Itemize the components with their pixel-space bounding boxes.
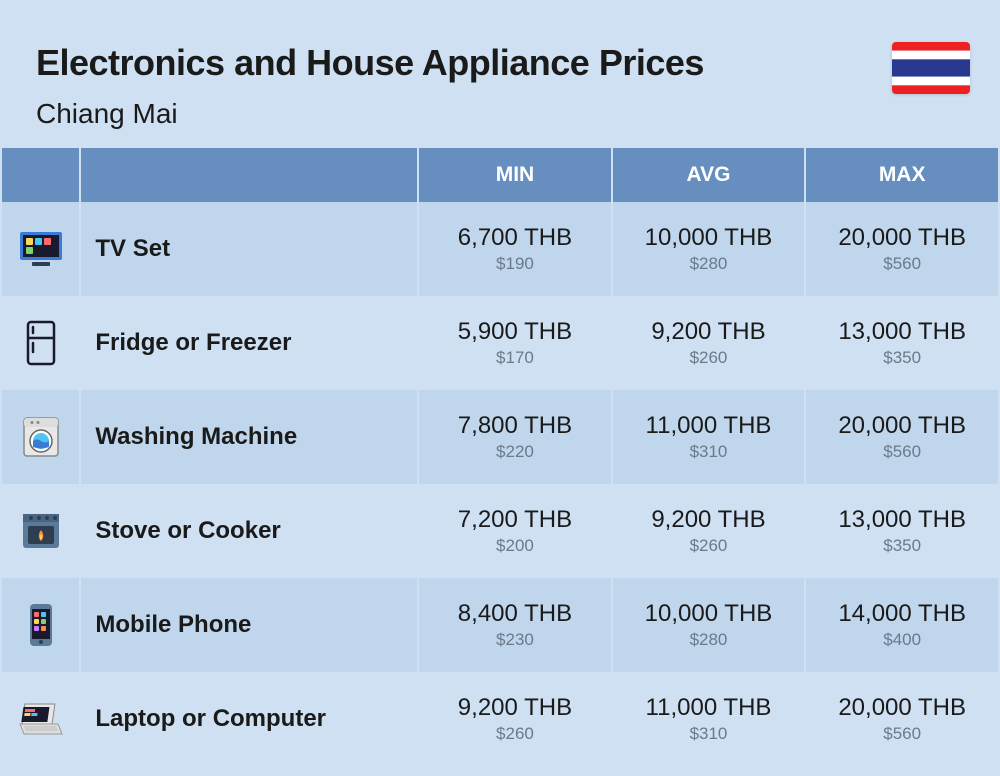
item-label: Mobile Phone: [81, 578, 417, 672]
item-label: Washing Machine: [81, 390, 417, 484]
header-min: MIN: [419, 148, 610, 202]
stove-icon: [2, 484, 79, 578]
table-header-row: MIN AVG MAX: [2, 148, 998, 202]
avg-price: 11,000 THB$310: [613, 672, 805, 766]
max-price: 13,000 THB$350: [806, 484, 998, 578]
tv-icon: [2, 202, 79, 296]
header-avg: AVG: [613, 148, 805, 202]
min-price: 6,700 THB$190: [419, 202, 610, 296]
item-label: Fridge or Freezer: [81, 296, 417, 390]
page-subtitle: Chiang Mai: [36, 98, 964, 130]
max-price: 20,000 THB$560: [806, 390, 998, 484]
max-price: 20,000 THB$560: [806, 672, 998, 766]
table-row: Stove or Cooker7,200 THB$2009,200 THB$26…: [2, 484, 998, 578]
page-header: Electronics and House Appliance Prices C…: [0, 0, 1000, 148]
item-label: Laptop or Computer: [81, 672, 417, 766]
min-price: 7,800 THB$220: [419, 390, 610, 484]
header-icon-col: [2, 148, 79, 202]
price-table: MIN AVG MAX TV Set6,700 THB$19010,000 TH…: [0, 148, 1000, 766]
thailand-flag-icon: [892, 42, 970, 94]
washer-icon: [2, 390, 79, 484]
avg-price: 11,000 THB$310: [613, 390, 805, 484]
header-max: MAX: [806, 148, 998, 202]
item-label: Stove or Cooker: [81, 484, 417, 578]
table-row: Mobile Phone8,400 THB$23010,000 THB$2801…: [2, 578, 998, 672]
page-title: Electronics and House Appliance Prices: [36, 42, 964, 84]
table-row: Fridge or Freezer5,900 THB$1709,200 THB$…: [2, 296, 998, 390]
avg-price: 10,000 THB$280: [613, 202, 805, 296]
phone-icon: [2, 578, 79, 672]
min-price: 9,200 THB$260: [419, 672, 610, 766]
max-price: 13,000 THB$350: [806, 296, 998, 390]
avg-price: 9,200 THB$260: [613, 296, 805, 390]
max-price: 14,000 THB$400: [806, 578, 998, 672]
avg-price: 10,000 THB$280: [613, 578, 805, 672]
laptop-icon: [2, 672, 79, 766]
table-row: Washing Machine7,800 THB$22011,000 THB$3…: [2, 390, 998, 484]
avg-price: 9,200 THB$260: [613, 484, 805, 578]
table-row: Laptop or Computer9,200 THB$26011,000 TH…: [2, 672, 998, 766]
min-price: 8,400 THB$230: [419, 578, 610, 672]
header-label-col: [81, 148, 417, 202]
max-price: 20,000 THB$560: [806, 202, 998, 296]
min-price: 5,900 THB$170: [419, 296, 610, 390]
table-row: TV Set6,700 THB$19010,000 THB$28020,000 …: [2, 202, 998, 296]
fridge-icon: [2, 296, 79, 390]
min-price: 7,200 THB$200: [419, 484, 610, 578]
item-label: TV Set: [81, 202, 417, 296]
